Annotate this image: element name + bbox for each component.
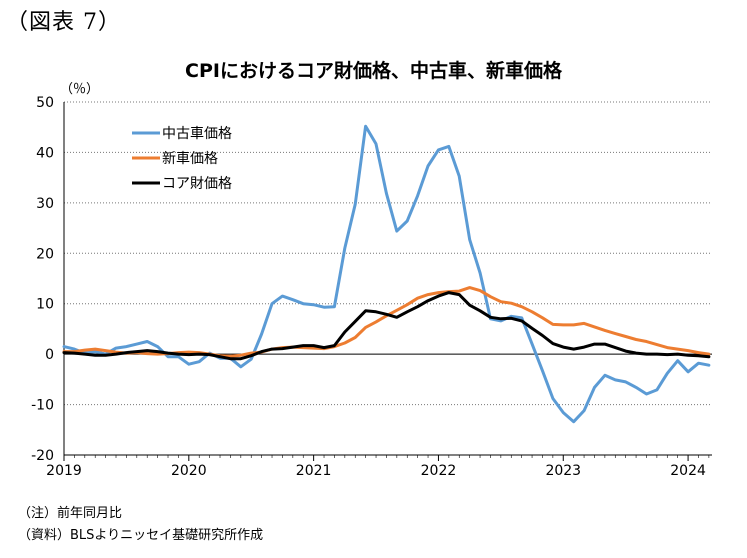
source-note: （資料）BLSよりニッセイ基礎研究所作成 — [18, 528, 264, 543]
x-tick-label: 2021 — [296, 463, 332, 479]
series-line — [62, 124, 711, 424]
figure-label: （図表 7） — [6, 10, 121, 35]
footnote: （注）前年同月比 — [18, 506, 123, 521]
y-tick-label: 0 — [45, 347, 54, 363]
y-axis-unit: （％） — [60, 82, 100, 97]
legend-label: 中古車価格 — [162, 125, 232, 142]
series-line — [62, 291, 711, 361]
y-tick-label: 20 — [36, 246, 54, 262]
chart-title: CPIにおけるコア財価格、中古車、新車価格 — [185, 60, 562, 82]
x-tick-label: 2023 — [545, 463, 581, 479]
legend-label: 新車価格 — [162, 150, 218, 167]
x-tick-label: 2019 — [46, 463, 82, 479]
y-tick-label: 30 — [36, 196, 54, 212]
legend-label: コア財価格 — [162, 176, 232, 192]
y-tick-label: 10 — [36, 297, 54, 313]
x-tick-label: 2022 — [421, 463, 457, 479]
x-tick-label: 2020 — [171, 463, 207, 479]
x-tick-label: 2024 — [670, 463, 706, 479]
y-tick-label: 40 — [36, 145, 54, 161]
y-tick-label: 50 — [36, 95, 54, 111]
y-tick-label: -10 — [31, 398, 54, 414]
y-tick-label: -20 — [31, 448, 54, 464]
